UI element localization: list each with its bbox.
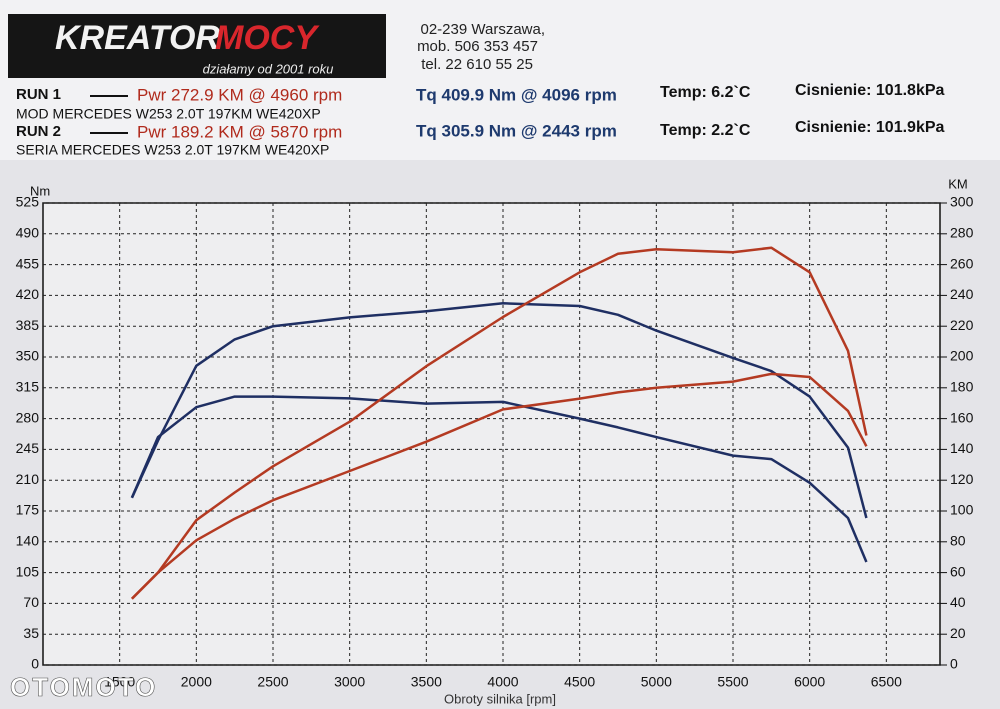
- y2-tick-label: 80: [950, 533, 966, 549]
- run-power: Pwr 189.2 KM @ 5870 rpm: [137, 122, 342, 141]
- run-car: MOD MERCEDES W253 2.0T 197KM WE420XP: [16, 106, 321, 122]
- y2-tick-label: 160: [950, 409, 974, 425]
- y-tick-label: 525: [16, 194, 40, 210]
- y2-axis-label: KM: [948, 176, 968, 191]
- run-label: RUN 1: [16, 86, 61, 103]
- y-tick-label: 0: [31, 656, 39, 672]
- run-torque: Tq 409.9 Nm @ 4096 rpm: [416, 85, 617, 104]
- y-tick-label: 70: [23, 594, 39, 610]
- y2-tick-label: 20: [950, 625, 966, 641]
- y-tick-label: 280: [16, 409, 40, 425]
- slogan: działamy od 2001 roku: [203, 61, 334, 76]
- logo-box: [8, 14, 386, 78]
- y-tick-label: 140: [16, 533, 40, 549]
- y2-tick-label: 240: [950, 286, 974, 302]
- run-pressure: Cisnienie: 101.8kPa: [795, 82, 945, 99]
- y-tick-label: 315: [16, 379, 40, 395]
- address: 02-239 Warszawa,: [421, 21, 546, 38]
- y-tick-label: 455: [16, 255, 40, 271]
- x-tick-label: 1500: [104, 674, 135, 690]
- y-tick-label: 245: [16, 440, 40, 456]
- run-label: RUN 2: [16, 123, 61, 140]
- y-tick-label: 105: [16, 563, 40, 579]
- y2-tick-label: 280: [950, 225, 974, 241]
- logo-text: KREATOR: [55, 19, 220, 57]
- run-power: Pwr 272.9 KM @ 4960 rpm: [137, 85, 342, 104]
- y2-tick-label: 0: [950, 656, 958, 672]
- y2-tick-label: 120: [950, 471, 974, 487]
- plot: 0 35 70 105 140 175 210 245 280 315 350 385 420 455 49…: [16, 194, 974, 690]
- run-temp: Temp: 6.2`C: [660, 84, 751, 101]
- run-pressure: Cisnienie: 101.9kPa: [795, 119, 945, 136]
- x-tick-label: 5000: [641, 674, 672, 690]
- y-tick-label: 490: [16, 225, 40, 241]
- x-tick-label: 4500: [564, 674, 595, 690]
- y-axis-label: Nm: [30, 183, 50, 198]
- y2-tick-label: 40: [950, 594, 966, 610]
- address: mob. 506 353 457: [417, 38, 538, 55]
- x-axis-label: Obroty silnika [rpm]: [444, 691, 556, 706]
- plot-area: [42, 202, 941, 666]
- curve: [131, 246, 868, 600]
- y-tick-label: 385: [16, 317, 40, 333]
- y-tick-label: 175: [16, 502, 40, 518]
- run-car: SERIA MERCEDES W253 2.0T 197KM WE420XP: [16, 142, 329, 158]
- curve: [130, 395, 868, 563]
- x-tick-label: 2500: [257, 674, 288, 690]
- address: tel. 22 610 55 25: [421, 56, 533, 73]
- curve: [130, 302, 868, 519]
- x-tick-label: 6500: [871, 674, 902, 690]
- y-tick-label: 35: [23, 625, 39, 641]
- y2-tick-label: 180: [950, 379, 974, 395]
- x-tick-label: 2000: [181, 674, 212, 690]
- y2-tick-label: 60: [950, 563, 966, 579]
- y-tick-label: 420: [16, 286, 40, 302]
- x-tick-label: 4000: [487, 674, 518, 690]
- y2-tick-label: 260: [950, 255, 974, 271]
- x-tick-label: 6000: [794, 674, 825, 690]
- y2-tick-label: 140: [950, 440, 974, 456]
- y2-tick-label: 200: [950, 348, 974, 364]
- curve: [131, 372, 868, 600]
- run-torque: Tq 305.9 Nm @ 2443 rpm: [416, 121, 617, 140]
- y2-tick-label: 220: [950, 317, 974, 333]
- y-tick-label: 210: [16, 471, 40, 487]
- y2-tick-label: 100: [950, 502, 974, 518]
- x-tick-label: 5500: [717, 674, 748, 690]
- x-tick-label: 3500: [411, 674, 442, 690]
- run-temp: Temp: 2.2`C: [660, 122, 751, 139]
- logo-accent: MOCY: [215, 19, 320, 57]
- watermark: OTOMOTO: [10, 672, 157, 702]
- x-tick-label: 3000: [334, 674, 365, 690]
- y2-tick-label: 300: [950, 194, 974, 210]
- y-tick-label: 350: [16, 348, 40, 364]
